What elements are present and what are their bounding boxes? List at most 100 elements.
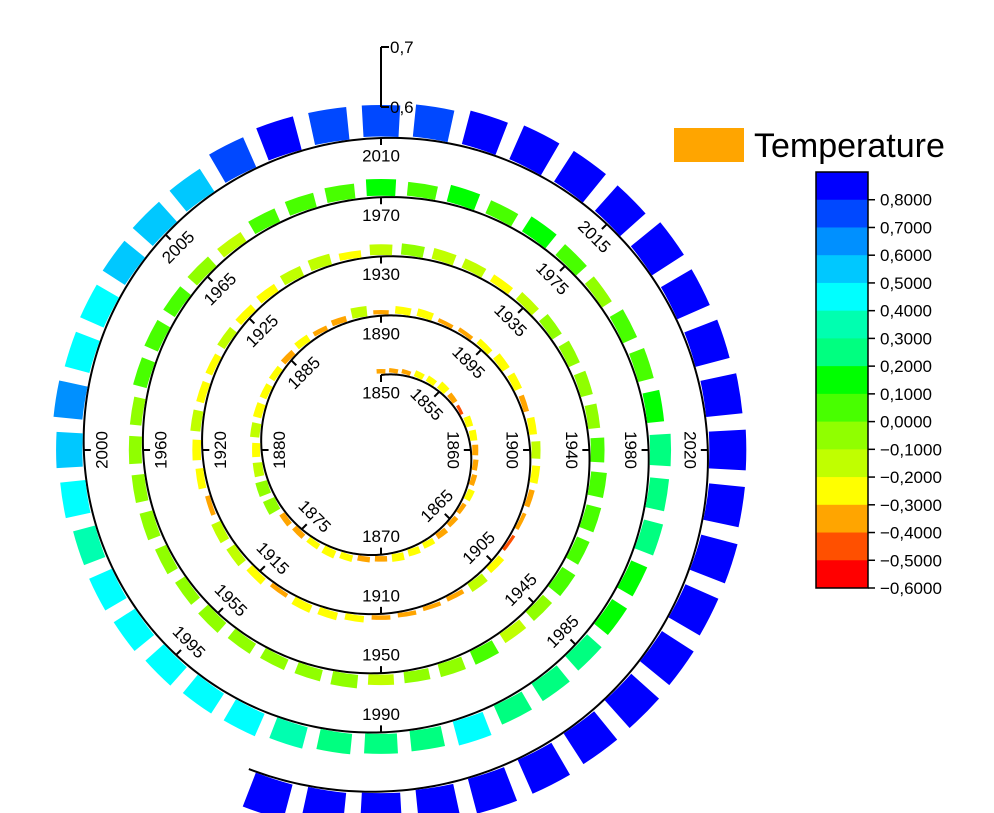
bar-1933 xyxy=(461,258,487,278)
colorbar-frame xyxy=(815,171,869,589)
legend-label: Temperature xyxy=(754,127,945,165)
bar-1949 xyxy=(403,668,431,684)
bar-1888 xyxy=(330,315,348,327)
bar-2024 xyxy=(640,631,694,686)
bar-1956 xyxy=(175,576,201,605)
bar-2014 xyxy=(554,150,606,203)
bar-1978 xyxy=(629,347,654,383)
colorbar-segment xyxy=(816,310,868,339)
bar-1948 xyxy=(437,656,466,678)
bar-2032 xyxy=(242,772,293,813)
bar-1991 xyxy=(316,728,353,755)
legend: Temperature xyxy=(674,127,945,165)
colorbar-segment xyxy=(816,199,868,228)
bar-2030 xyxy=(360,792,402,813)
bar-1996 xyxy=(113,608,155,651)
bar-1853 xyxy=(413,370,425,381)
tick-1885 xyxy=(290,359,297,366)
bar-1977 xyxy=(609,309,638,344)
bar-2003 xyxy=(80,284,120,328)
bar-2013 xyxy=(509,125,560,176)
year-label-2000: 2000 xyxy=(92,431,111,469)
colorbar-segment xyxy=(816,338,868,367)
bar-2020 xyxy=(708,429,747,471)
colorbar-segment xyxy=(816,560,868,589)
bar-1972 xyxy=(446,184,481,211)
bar-1980 xyxy=(649,433,672,467)
bar-1999 xyxy=(60,480,91,519)
bar-1862 xyxy=(468,474,478,486)
bar-1905 xyxy=(486,555,505,574)
bar-1883 xyxy=(259,383,273,400)
year-label-1990: 1990 xyxy=(362,705,400,724)
colorbar-label: −0,6000 xyxy=(880,579,942,598)
bar-1887 xyxy=(312,325,329,337)
bar-1881 xyxy=(250,422,262,438)
bar-1922 xyxy=(196,380,211,404)
bar-1979 xyxy=(642,389,665,423)
bar-1940 xyxy=(590,437,605,463)
bar-1897 xyxy=(507,372,523,392)
bar-1880 xyxy=(252,442,261,458)
bar-1895 xyxy=(476,338,493,355)
bar-1885 xyxy=(280,349,296,365)
bar-2019 xyxy=(700,373,743,417)
colorbar-segment xyxy=(816,449,868,478)
bar-1879 xyxy=(252,462,265,478)
bar-1907 xyxy=(445,589,465,602)
bar-2022 xyxy=(689,534,738,584)
colorbar-segment xyxy=(816,477,868,506)
bar-1962 xyxy=(133,357,155,389)
bar-1959 xyxy=(131,474,149,503)
bar-1954 xyxy=(227,628,257,654)
bar-2002 xyxy=(64,331,100,373)
tick-1965 xyxy=(206,275,214,283)
bar-1941 xyxy=(587,471,607,498)
bar-1871 xyxy=(357,555,371,563)
colorbar-segment xyxy=(816,421,868,450)
tick-1915 xyxy=(259,565,266,572)
bar-1866 xyxy=(435,527,449,540)
colorbar-label: −0,1000 xyxy=(880,440,942,459)
bar-1878 xyxy=(255,480,272,497)
bar-1911 xyxy=(344,613,365,623)
year-label-1960: 1960 xyxy=(152,431,171,469)
bar-1891 xyxy=(394,306,412,316)
bar-1910 xyxy=(371,615,391,620)
bar-1998 xyxy=(73,525,106,566)
bar-1852 xyxy=(401,368,412,376)
bar-1945 xyxy=(525,594,553,622)
bar-1983 xyxy=(617,560,648,597)
colorbar-label: 0,3000 xyxy=(880,329,932,348)
bar-1896 xyxy=(493,353,510,372)
bar-1870 xyxy=(374,555,388,562)
year-label-1980: 1980 xyxy=(621,431,640,469)
bar-2004 xyxy=(102,240,145,285)
bar-1958 xyxy=(139,510,161,541)
bar-2025 xyxy=(604,673,660,729)
bar-1964 xyxy=(163,286,191,318)
bar-1900 xyxy=(531,441,541,459)
colorbar-label: −0,2000 xyxy=(880,468,942,487)
bar-1916 xyxy=(226,544,246,567)
tick-1945 xyxy=(527,596,535,604)
bar-1850 xyxy=(376,369,386,374)
tick-1895 xyxy=(475,349,482,356)
bar-1868 xyxy=(407,546,421,557)
bar-1932 xyxy=(431,247,457,266)
bar-1859 xyxy=(468,429,478,441)
bar-2006 xyxy=(169,168,215,212)
colorbar-segment xyxy=(816,532,868,561)
bar-2026 xyxy=(563,711,618,765)
bar-1856 xyxy=(447,392,458,404)
bar-1902 xyxy=(524,489,535,508)
bar-1987 xyxy=(493,691,532,725)
bar-1906 xyxy=(467,573,488,593)
bar-1946 xyxy=(499,619,527,644)
tick-1935 xyxy=(517,307,524,314)
legend-swatch xyxy=(674,128,744,162)
bar-1882 xyxy=(252,402,266,419)
spiral-axis xyxy=(82,136,709,793)
bar-1861 xyxy=(471,459,479,471)
bar-1937 xyxy=(558,340,580,368)
